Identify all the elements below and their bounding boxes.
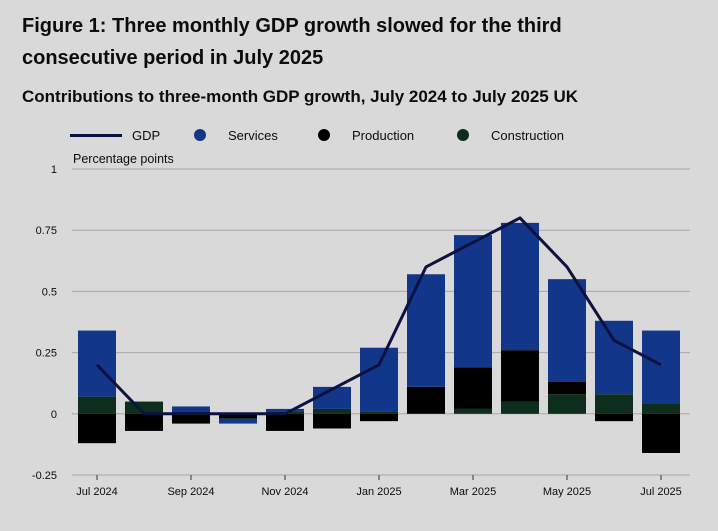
legend-gdp-swatch — [70, 133, 122, 137]
bar-production — [125, 413, 163, 431]
y-tick-label: 0 — [51, 409, 57, 421]
legend-item-production: Production — [318, 124, 414, 146]
y-tick-label: -0.25 — [32, 470, 57, 482]
legend: GDP Services Production Construction — [70, 124, 690, 146]
x-tick-label: Nov 2024 — [261, 486, 308, 498]
legend-services-label: Services — [228, 127, 278, 143]
bar-construction — [78, 396, 116, 414]
bar-services — [501, 222, 539, 351]
legend-item-gdp: GDP — [70, 124, 160, 146]
y-tick-label: 0.5 — [42, 286, 57, 298]
legend-construction-swatch — [457, 129, 469, 141]
x-tick-label: May 2025 — [543, 486, 591, 498]
bar-services — [266, 408, 304, 412]
bar-services — [595, 320, 633, 395]
bar-construction — [642, 404, 680, 414]
x-tick-label: Jan 2025 — [356, 486, 401, 498]
bar-production — [313, 413, 351, 429]
chart-title: Figure 1: Three monthly GDP growth slowe… — [22, 15, 562, 69]
legend-item-services: Services — [194, 124, 278, 146]
bar-services — [78, 330, 116, 397]
bar-services — [219, 418, 257, 424]
y-tick-label: 1 — [51, 164, 57, 176]
bar-construction — [595, 394, 633, 414]
bar-production — [595, 413, 633, 422]
legend-production-swatch — [318, 129, 330, 141]
bar-services — [313, 386, 351, 409]
y-axis-label: Percentage points — [73, 152, 174, 166]
y-tick-label: 0.75 — [36, 225, 57, 237]
x-tick-label: Sep 2024 — [167, 486, 214, 498]
bar-services — [407, 274, 445, 387]
bar-production — [407, 386, 445, 414]
chart-subtitle: Contributions to three-month GDP growth,… — [22, 87, 579, 106]
bar-services — [172, 406, 210, 412]
bar-production — [642, 413, 680, 453]
gdp-line — [95, 216, 662, 416]
y-tick-label: 0.25 — [36, 348, 57, 360]
legend-construction-label: Construction — [491, 127, 564, 143]
bar-production — [78, 413, 116, 444]
bar-production — [548, 381, 586, 395]
bar-construction — [313, 408, 351, 414]
x-tick-label: Jul 2024 — [76, 486, 118, 498]
legend-item-construction: Construction — [457, 124, 564, 146]
bar-production — [172, 413, 210, 424]
x-tick-label: Mar 2025 — [450, 486, 496, 498]
bar-construction — [360, 411, 398, 414]
bar-production — [454, 367, 492, 409]
legend-production-label: Production — [352, 127, 415, 143]
bar-services — [642, 330, 680, 405]
bar-production — [360, 413, 398, 422]
bar-construction — [454, 408, 492, 414]
bar-construction — [548, 394, 586, 414]
legend-gdp-label: GDP — [132, 127, 161, 143]
bar-production — [501, 350, 539, 402]
legend-services-swatch — [194, 129, 206, 141]
bar-construction — [501, 401, 539, 414]
x-tick-label: Jul 2025 — [640, 486, 682, 498]
bar-production — [219, 413, 257, 419]
bar-services — [548, 279, 586, 382]
bar-services — [454, 235, 492, 368]
bar-services — [360, 347, 398, 412]
bar-production — [266, 413, 304, 431]
